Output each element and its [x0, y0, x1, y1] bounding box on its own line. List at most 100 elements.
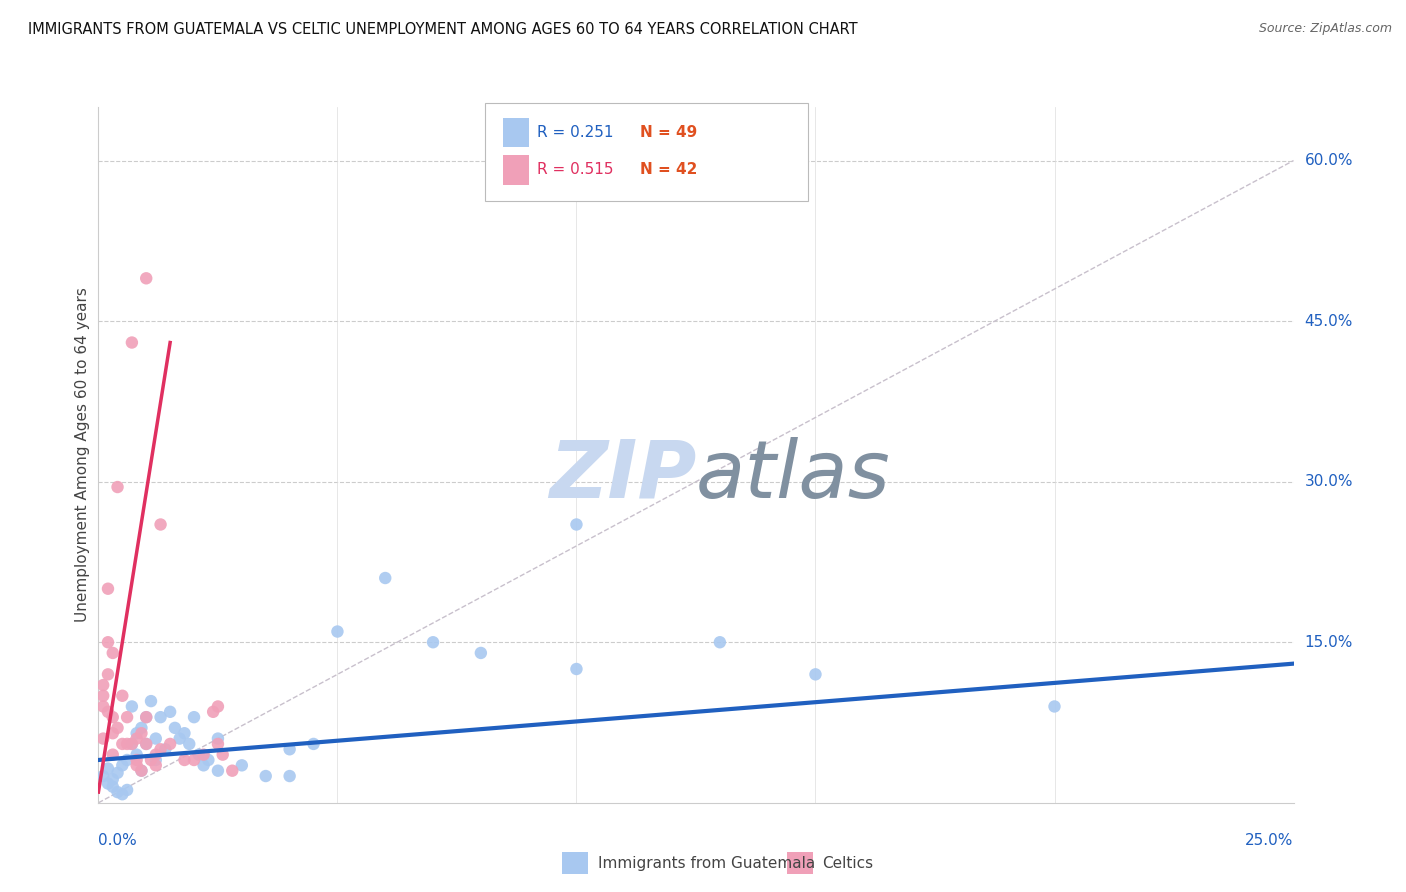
- Point: [111, 787, 134, 801]
- Text: R = 0.251: R = 0.251: [537, 125, 613, 139]
- Point: [115, 783, 138, 797]
- Point: [145, 753, 167, 767]
- Point: [202, 705, 225, 719]
- Point: [470, 646, 492, 660]
- Point: [163, 721, 186, 735]
- Point: [101, 646, 124, 660]
- Point: [125, 753, 148, 767]
- Point: [187, 747, 209, 762]
- Point: [179, 737, 201, 751]
- Point: [565, 517, 588, 532]
- Point: [565, 662, 588, 676]
- Text: Source: ZipAtlas.com: Source: ZipAtlas.com: [1258, 22, 1392, 36]
- Point: [207, 764, 229, 778]
- Point: [302, 737, 325, 751]
- Point: [1043, 699, 1066, 714]
- Point: [125, 731, 148, 746]
- Point: [101, 772, 124, 787]
- Text: 15.0%: 15.0%: [1305, 635, 1353, 649]
- Point: [111, 737, 134, 751]
- Text: 60.0%: 60.0%: [1305, 153, 1353, 168]
- Point: [183, 753, 205, 767]
- Point: [183, 710, 205, 724]
- Point: [145, 747, 167, 762]
- Point: [125, 726, 148, 740]
- Point: [97, 667, 120, 681]
- Point: [211, 747, 233, 762]
- Point: [139, 694, 162, 708]
- Point: [125, 747, 148, 762]
- Text: 30.0%: 30.0%: [1305, 475, 1353, 489]
- Y-axis label: Unemployment Among Ages 60 to 64 years: Unemployment Among Ages 60 to 64 years: [75, 287, 90, 623]
- Point: [101, 747, 124, 762]
- Point: [91, 689, 114, 703]
- Point: [149, 517, 172, 532]
- Text: 0.0%: 0.0%: [98, 833, 138, 848]
- Point: [97, 776, 120, 790]
- Point: [91, 699, 114, 714]
- Point: [115, 753, 138, 767]
- Point: [149, 710, 172, 724]
- Text: 45.0%: 45.0%: [1305, 314, 1353, 328]
- Point: [131, 764, 153, 778]
- Point: [107, 785, 129, 799]
- Point: [101, 710, 124, 724]
- Text: atlas: atlas: [696, 437, 891, 515]
- Point: [135, 271, 157, 285]
- Point: [173, 753, 195, 767]
- Point: [193, 758, 215, 772]
- Point: [207, 699, 229, 714]
- Point: [207, 737, 229, 751]
- Text: Celtics: Celtics: [823, 856, 873, 871]
- Point: [121, 737, 143, 751]
- Point: [135, 710, 157, 724]
- Point: [145, 758, 167, 772]
- Point: [111, 689, 134, 703]
- Text: IMMIGRANTS FROM GUATEMALA VS CELTIC UNEMPLOYMENT AMONG AGES 60 TO 64 YEARS CORRE: IMMIGRANTS FROM GUATEMALA VS CELTIC UNEM…: [28, 22, 858, 37]
- Point: [121, 335, 143, 350]
- Point: [91, 769, 114, 783]
- Point: [97, 635, 120, 649]
- Text: Immigrants from Guatemala: Immigrants from Guatemala: [598, 856, 815, 871]
- Point: [709, 635, 731, 649]
- Point: [326, 624, 349, 639]
- Point: [159, 737, 181, 751]
- Point: [91, 731, 114, 746]
- Point: [278, 769, 301, 783]
- Point: [221, 764, 243, 778]
- Point: [169, 731, 191, 746]
- Point: [139, 753, 162, 767]
- Point: [115, 710, 138, 724]
- Point: [121, 737, 143, 751]
- Point: [159, 705, 181, 719]
- Text: 25.0%: 25.0%: [1246, 833, 1294, 848]
- Point: [197, 753, 219, 767]
- Point: [145, 731, 167, 746]
- Point: [125, 758, 148, 772]
- Point: [804, 667, 827, 681]
- Text: ZIP: ZIP: [548, 437, 696, 515]
- Point: [121, 699, 143, 714]
- Point: [91, 678, 114, 692]
- Point: [193, 747, 215, 762]
- Text: N = 42: N = 42: [640, 162, 697, 177]
- Point: [135, 710, 157, 724]
- Point: [207, 731, 229, 746]
- Point: [155, 742, 177, 756]
- Point: [135, 737, 157, 751]
- Point: [278, 742, 301, 756]
- Point: [111, 758, 134, 772]
- Point: [374, 571, 396, 585]
- Point: [135, 737, 157, 751]
- Point: [131, 726, 153, 740]
- Point: [101, 726, 124, 740]
- Point: [97, 582, 120, 596]
- Point: [173, 726, 195, 740]
- Point: [97, 705, 120, 719]
- Point: [107, 721, 129, 735]
- Point: [231, 758, 253, 772]
- Point: [107, 765, 129, 780]
- Point: [97, 762, 120, 776]
- Text: N = 49: N = 49: [640, 125, 697, 139]
- Point: [131, 721, 153, 735]
